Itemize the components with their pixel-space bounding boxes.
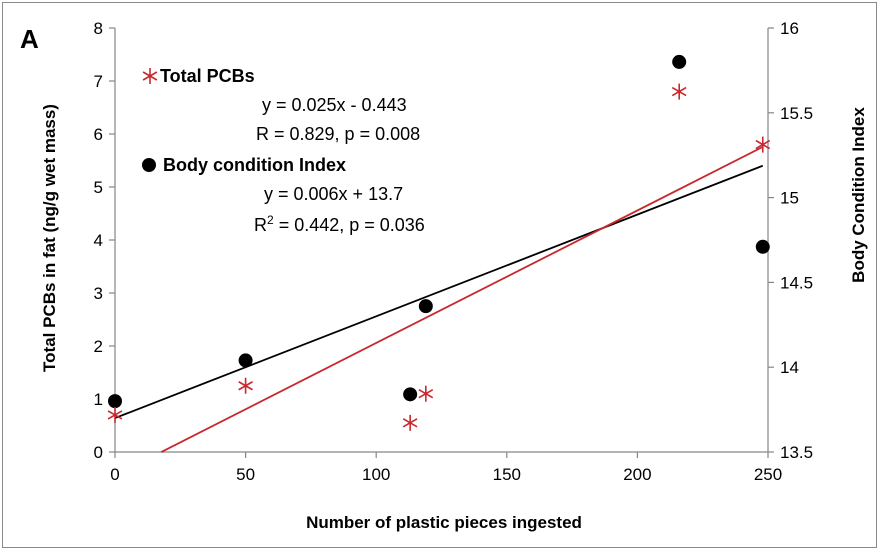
pcb-trend-line <box>160 146 764 453</box>
legend-asterisk-marker <box>142 68 158 84</box>
legend-circle-marker <box>142 158 156 172</box>
y-tick-label: 1 <box>94 390 103 409</box>
y-tick-label: 0 <box>94 443 103 462</box>
y-tick-label: 7 <box>94 72 103 91</box>
axes <box>109 27 774 458</box>
y2-tick-label: 14.5 <box>780 273 813 292</box>
pcb-point <box>107 406 123 423</box>
legend: Total PCBs y = 0.025x - 0.443 R = 0.829,… <box>142 66 425 235</box>
bci-stats: R2 = 0.442, p = 0.036 <box>254 213 425 235</box>
pcb-equation: y = 0.025x - 0.443 <box>262 95 407 115</box>
pcb-stats: R = 0.829, p = 0.008 <box>256 124 420 144</box>
pcb-point <box>402 414 418 431</box>
y2-tick-label: 16 <box>780 19 799 38</box>
panel-label: A <box>20 24 39 54</box>
bci-point <box>418 299 433 314</box>
bci-point <box>403 387 418 402</box>
legend-bci-label: Body condition Index <box>163 155 346 175</box>
y-tick-label: 2 <box>94 337 103 356</box>
x-tick-label: 50 <box>236 465 255 484</box>
pcb-point <box>755 136 771 153</box>
bci-stats-rest: = 0.442, p = 0.036 <box>274 215 425 235</box>
x-tick-label: 250 <box>754 465 782 484</box>
y2-tick-label: 14 <box>780 358 799 377</box>
y-tick-label: 5 <box>94 178 103 197</box>
y2-axis-title: Body Condition Index <box>849 107 868 283</box>
pcb-point <box>418 385 434 402</box>
bci-stats-sup: 2 <box>267 213 274 227</box>
y2-tick-label: 15 <box>780 189 799 208</box>
bci-stats-r: R <box>254 215 267 235</box>
tick-labels: 0 1 2 3 4 5 6 7 8 13.5 14 14.5 15 15.5 16 0 50 100 150 200 2… <box>94 19 814 484</box>
y-tick-label: 8 <box>94 19 103 38</box>
pcb-point <box>671 83 687 100</box>
x-tick-label: 100 <box>362 465 390 484</box>
y-tick-label: 6 <box>94 125 103 144</box>
x-tick-label: 150 <box>493 465 521 484</box>
bci-trend-line <box>114 164 764 419</box>
bci-equation: y = 0.006x + 13.7 <box>264 184 403 204</box>
bci-point <box>672 54 687 69</box>
y-tick-label: 4 <box>94 231 103 250</box>
y-tick-label: 3 <box>94 284 103 303</box>
y2-tick-label: 13.5 <box>780 443 813 462</box>
x-tick-label: 0 <box>110 465 119 484</box>
bci-point <box>755 239 770 254</box>
x-tick-label: 200 <box>623 465 651 484</box>
data-points <box>107 54 771 431</box>
legend-asterisk <box>142 68 158 84</box>
y-axis-title: Total PCBs in fat (ng/g wet mass) <box>40 104 59 372</box>
bci-point <box>108 394 122 409</box>
bci-point <box>238 353 253 368</box>
legend-pcb-label: Total PCBs <box>160 66 255 86</box>
pcb-point <box>238 377 253 394</box>
y2-tick-label: 15.5 <box>780 104 813 123</box>
x-axis-title: Number of plastic pieces ingested <box>306 513 582 532</box>
trend-lines <box>114 146 764 453</box>
